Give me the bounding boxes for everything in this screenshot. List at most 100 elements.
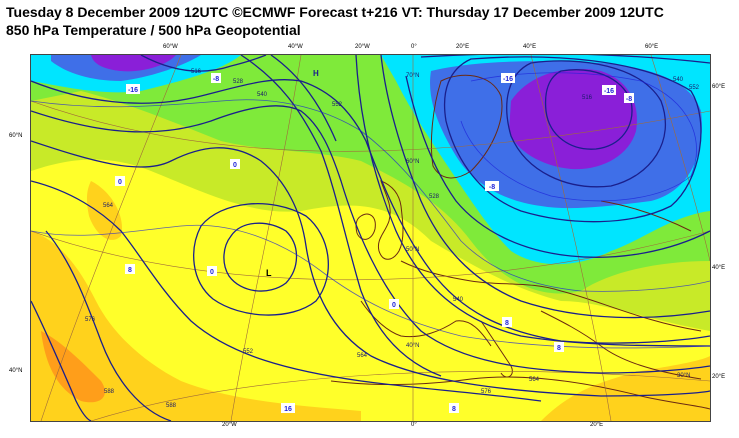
geopotential-label: 528 <box>233 79 244 85</box>
temperature-labels: -16 -16 -16 -8 -8 -8 0 0 0 0 8 8 8 8 16 <box>115 73 634 413</box>
geopotential-label: 588 <box>166 403 177 409</box>
geopotential-label: 588 <box>104 389 115 395</box>
lon-label-top: 40°W <box>288 44 303 50</box>
geopotential-label: 576 <box>85 317 96 323</box>
lat-label-left: 60°N <box>9 133 23 139</box>
weather-map-canvas: -16 -16 -16 -8 -8 -8 0 0 0 0 8 8 8 8 16 … <box>31 55 710 421</box>
latitude-line <box>90 371 710 421</box>
lon-label-bottom: 20°W <box>222 422 237 428</box>
temperature-label: -16 <box>602 85 616 95</box>
contour-line <box>270 55 337 142</box>
lat-label-inner: 30°N <box>677 373 690 379</box>
temperature-label: 8 <box>502 317 512 327</box>
lon-label-top: 40°E <box>523 44 537 50</box>
high-pressure-marker: H <box>313 69 319 78</box>
latitude-line <box>31 100 710 152</box>
geopotential-label: 516 <box>582 95 593 101</box>
temperature-label: 8 <box>125 264 135 274</box>
contour-line <box>506 60 666 188</box>
geopotential-label: 552 <box>689 85 700 91</box>
lon-label-top: 0° <box>411 44 417 50</box>
temperature-field-coldest <box>91 55 176 72</box>
svg-text:0: 0 <box>233 162 237 169</box>
temperature-label: -8 <box>624 93 634 103</box>
geopotential-label: 564 <box>529 377 540 383</box>
contour-line <box>31 300 92 421</box>
temperature-label: 0 <box>389 299 399 309</box>
isotherm <box>31 99 710 292</box>
contour-line <box>355 55 710 347</box>
contour-line <box>31 140 710 397</box>
inner-latitude-labels: 70°N 60°N 50°N 40°N 30°N <box>406 73 690 379</box>
map-title-line-1: Tuesday 8 December 2009 12UTC ©ECMWF For… <box>6 4 664 20</box>
geopotential-contours <box>31 55 710 421</box>
geopotential-labels: 516 528 540 552 564 576 588 552 564 540 … <box>85 69 700 409</box>
svg-text:-16: -16 <box>604 88 614 95</box>
iberia-coast <box>360 300 492 347</box>
contour-line <box>223 222 298 292</box>
lon-label-top: 60°W <box>163 44 178 50</box>
temperature-label: 16 <box>281 403 295 413</box>
geopotential-label: 576 <box>481 389 492 395</box>
svg-text:-8: -8 <box>489 184 495 191</box>
map-title-line-2: 850 hPa Temperature / 500 hPa Geopotenti… <box>6 22 301 38</box>
geopotential-label: 552 <box>243 349 254 355</box>
scandinavia-coast <box>430 74 503 179</box>
svg-text:8: 8 <box>505 320 509 327</box>
svg-text:8: 8 <box>452 406 456 413</box>
temperature-isotherms <box>31 72 710 349</box>
geopotential-label: 516 <box>191 69 202 75</box>
lat-label-inner: 40°N <box>406 343 419 349</box>
temperature-label: -8 <box>211 73 221 83</box>
temperature-label: -16 <box>501 73 515 83</box>
lat-label-inner: 50°N <box>406 247 419 253</box>
svg-text:0: 0 <box>118 179 122 186</box>
geopotential-label: 564 <box>103 203 114 209</box>
ireland-coast <box>355 213 376 240</box>
contour-line <box>31 105 710 374</box>
svg-text:-8: -8 <box>626 96 632 103</box>
svg-text:0: 0 <box>392 302 396 309</box>
lon-label-top: 60°E <box>645 44 659 50</box>
contour-line <box>31 180 542 402</box>
geopotential-label: 540 <box>453 297 464 303</box>
svg-text:-16: -16 <box>128 87 138 94</box>
geopotential-label: 540 <box>257 92 268 98</box>
longitude-line <box>650 55 710 262</box>
temperature-label: 8 <box>449 403 459 413</box>
svg-text:-8: -8 <box>213 76 219 83</box>
lon-label-top: 20°W <box>355 44 370 50</box>
isotherm <box>31 224 710 349</box>
svg-text:8: 8 <box>557 345 561 352</box>
geopotential-label: 540 <box>673 77 684 83</box>
geopotential-label: 552 <box>332 102 343 108</box>
lon-label-right: 60°E <box>712 84 726 90</box>
latitude-line <box>31 230 710 281</box>
contour-line <box>240 55 442 377</box>
contour-line <box>45 230 172 421</box>
lon-label-right: 20°E <box>712 374 726 380</box>
temperature-label: 0 <box>230 159 240 169</box>
lon-label-bottom: 20°E <box>590 422 604 428</box>
svg-text:8: 8 <box>128 267 132 274</box>
low-pressure-marker: L <box>266 268 272 278</box>
isotherm <box>460 72 697 202</box>
lon-label-top: 20°E <box>456 44 470 50</box>
temperature-label: 0 <box>115 176 125 186</box>
temperature-label: -16 <box>126 84 140 94</box>
contour-line <box>193 203 329 316</box>
temperature-field-warmer <box>31 231 361 421</box>
weather-map: -16 -16 -16 -8 -8 -8 0 0 0 0 8 8 8 8 16 … <box>30 54 711 422</box>
balkans-coast <box>540 310 702 380</box>
contour-line <box>544 69 633 150</box>
continental-europe-coast <box>400 260 702 332</box>
svg-text:-16: -16 <box>503 76 513 83</box>
great-britain-coast <box>377 180 404 260</box>
lon-label-bottom: 0° <box>411 422 417 428</box>
geopotential-label: 564 <box>357 353 368 359</box>
contour-line <box>405 55 710 258</box>
temperature-field-hot <box>41 331 105 403</box>
contour-line <box>380 55 710 319</box>
lon-label-right: 40°E <box>712 265 726 271</box>
lat-label-inner: 70°N <box>406 73 419 79</box>
